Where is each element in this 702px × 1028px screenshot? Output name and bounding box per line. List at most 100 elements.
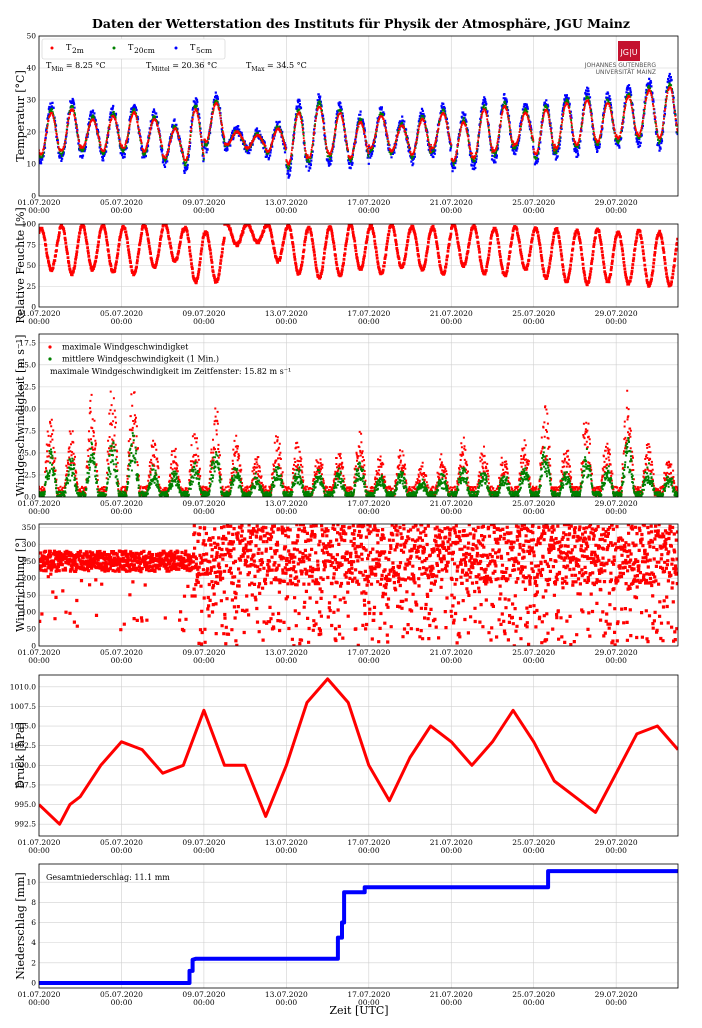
x-tick-time: 00:00 (276, 206, 298, 215)
y-tick-label: 0 (31, 192, 36, 201)
x-tick-time: 00:00 (28, 998, 50, 1007)
x-tick-time: 00:00 (111, 507, 133, 516)
x-tick-date: 09.07.2020 (182, 499, 225, 508)
x-tick-date: 09.07.2020 (182, 648, 225, 657)
x-tick-date: 01.07.2020 (18, 990, 61, 999)
x-tick-date: 13.07.2020 (265, 648, 308, 657)
stat-text: TMin = 8.25 °C (46, 61, 106, 73)
stat-value: = 34.5 °C (264, 61, 306, 70)
stat-text: TMittel = 20.36 °C (146, 61, 217, 73)
x-tick-time: 00:00 (605, 317, 627, 326)
stat-value: = 20.36 °C (170, 61, 217, 70)
x-tick-time: 00:00 (605, 846, 627, 855)
x-tick-time: 00:00 (523, 507, 545, 516)
y-tick-label: 4 (31, 938, 36, 947)
x-tick-date: 05.07.2020 (100, 838, 143, 847)
x-tick-time: 00:00 (28, 507, 50, 516)
x-tick-time: 00:00 (440, 507, 462, 516)
stat-subscript: Mittel (151, 66, 169, 73)
x-tick-date: 25.07.2020 (512, 499, 555, 508)
x-tick-time: 00:00 (111, 206, 133, 215)
x-tick-date: 17.07.2020 (347, 198, 390, 207)
x-tick-time: 00:00 (276, 317, 298, 326)
y-tick-label: 100 (22, 220, 37, 229)
x-tick-time: 00:00 (523, 846, 545, 855)
y-tick-label: 15.0 (19, 360, 36, 369)
legend-label: maximale Windgeschwindigket (62, 343, 189, 352)
y-tick-label: 150 (22, 591, 37, 600)
x-tick-date: 09.07.2020 (182, 198, 225, 207)
stat-value: = 8.25 °C (63, 61, 105, 70)
x-tick-date: 13.07.2020 (265, 838, 308, 847)
legend-label: T (128, 43, 134, 52)
x-tick-date: 01.07.2020 (18, 309, 61, 318)
axes-frame (38, 674, 679, 837)
y-tick-label: 0 (31, 642, 36, 651)
jgu-logo-line2: UNIVERSITÄT MAINZ (596, 69, 656, 76)
y-tick-label: 50 (26, 32, 36, 41)
jgu-logo-line1: JOHANNES GUTENBERG (584, 62, 657, 69)
x-tick-time: 00:00 (276, 656, 298, 665)
y-tick-label: 0 (31, 303, 36, 312)
x-tick-time: 00:00 (193, 507, 215, 516)
x-tick-time: 00:00 (193, 846, 215, 855)
plot-area (39, 389, 678, 497)
x-tick-time: 00:00 (28, 206, 50, 215)
axes-frame (38, 863, 679, 989)
x-tick-time: 00:00 (28, 656, 50, 665)
x-tick-time: 00:00 (523, 656, 545, 665)
axes-frame (38, 223, 679, 308)
y-tick-label: 250 (22, 557, 37, 566)
axes-frame (38, 333, 679, 498)
y-tick-label: 6 (31, 918, 36, 927)
series-wind-mean (39, 432, 678, 497)
x-tick-time: 00:00 (358, 656, 380, 665)
x-tick-time: 00:00 (358, 846, 380, 855)
legend-marker (50, 46, 54, 50)
x-tick-date: 21.07.2020 (430, 990, 473, 999)
x-tick-date: 05.07.2020 (100, 648, 143, 657)
y-tick-label: 10.0 (19, 404, 36, 413)
legend-marker (112, 46, 116, 50)
y-tick-label: 1007.5 (10, 702, 36, 711)
series-humidity (39, 224, 678, 288)
x-tick-date: 01.07.2020 (18, 198, 61, 207)
jgu-logo-badge (618, 41, 640, 61)
x-tick-date: 29.07.2020 (595, 648, 638, 657)
axes-frame (38, 35, 679, 197)
x-tick-date: 05.07.2020 (100, 309, 143, 318)
legend: maximale Windgeschwindigket mittlere Wind… (48, 343, 219, 364)
plot-area (39, 677, 678, 826)
panel-6: 01.07.202000:0005.07.202000:0009.07.2020… (14, 863, 679, 1007)
x-tick-date: 01.07.2020 (18, 838, 61, 847)
y-tick-label: 997.5 (15, 780, 37, 789)
x-tick-date: 21.07.2020 (430, 838, 473, 847)
panel-4: 01.07.202000:0005.07.202000:0009.07.2020… (14, 523, 679, 665)
y-tick-label: 40 (26, 64, 36, 73)
panel-5: 01.07.202000:0005.07.202000:0009.07.2020… (10, 674, 679, 855)
x-tick-date: 29.07.2020 (595, 838, 638, 847)
legend-label: T (190, 43, 196, 52)
x-tick-time: 00:00 (440, 846, 462, 855)
x-tick-date: 29.07.2020 (595, 499, 638, 508)
legend-marker (174, 46, 178, 50)
y-axis-label: Relative Feuchte [%] (14, 207, 27, 323)
plot-area (39, 524, 678, 646)
x-tick-time: 00:00 (440, 317, 462, 326)
y-tick-label: 7.5 (24, 426, 36, 435)
stat-text: TMax = 34.5 °C (246, 61, 307, 73)
x-tick-date: 05.07.2020 (100, 499, 143, 508)
x-tick-date: 17.07.2020 (347, 648, 390, 657)
x-tick-date: 29.07.2020 (595, 198, 638, 207)
x-tick-date: 17.07.2020 (347, 838, 390, 847)
x-tick-time: 00:00 (440, 206, 462, 215)
x-tick-time: 00:00 (276, 998, 298, 1007)
x-tick-time: 00:00 (358, 998, 380, 1007)
x-tick-time: 00:00 (111, 317, 133, 326)
x-tick-date: 01.07.2020 (18, 499, 61, 508)
y-tick-label: 1002.5 (10, 741, 36, 750)
stat-symbol: T (46, 61, 52, 70)
x-tick-time: 00:00 (358, 317, 380, 326)
y-tick-label: 1000.0 (10, 761, 36, 770)
